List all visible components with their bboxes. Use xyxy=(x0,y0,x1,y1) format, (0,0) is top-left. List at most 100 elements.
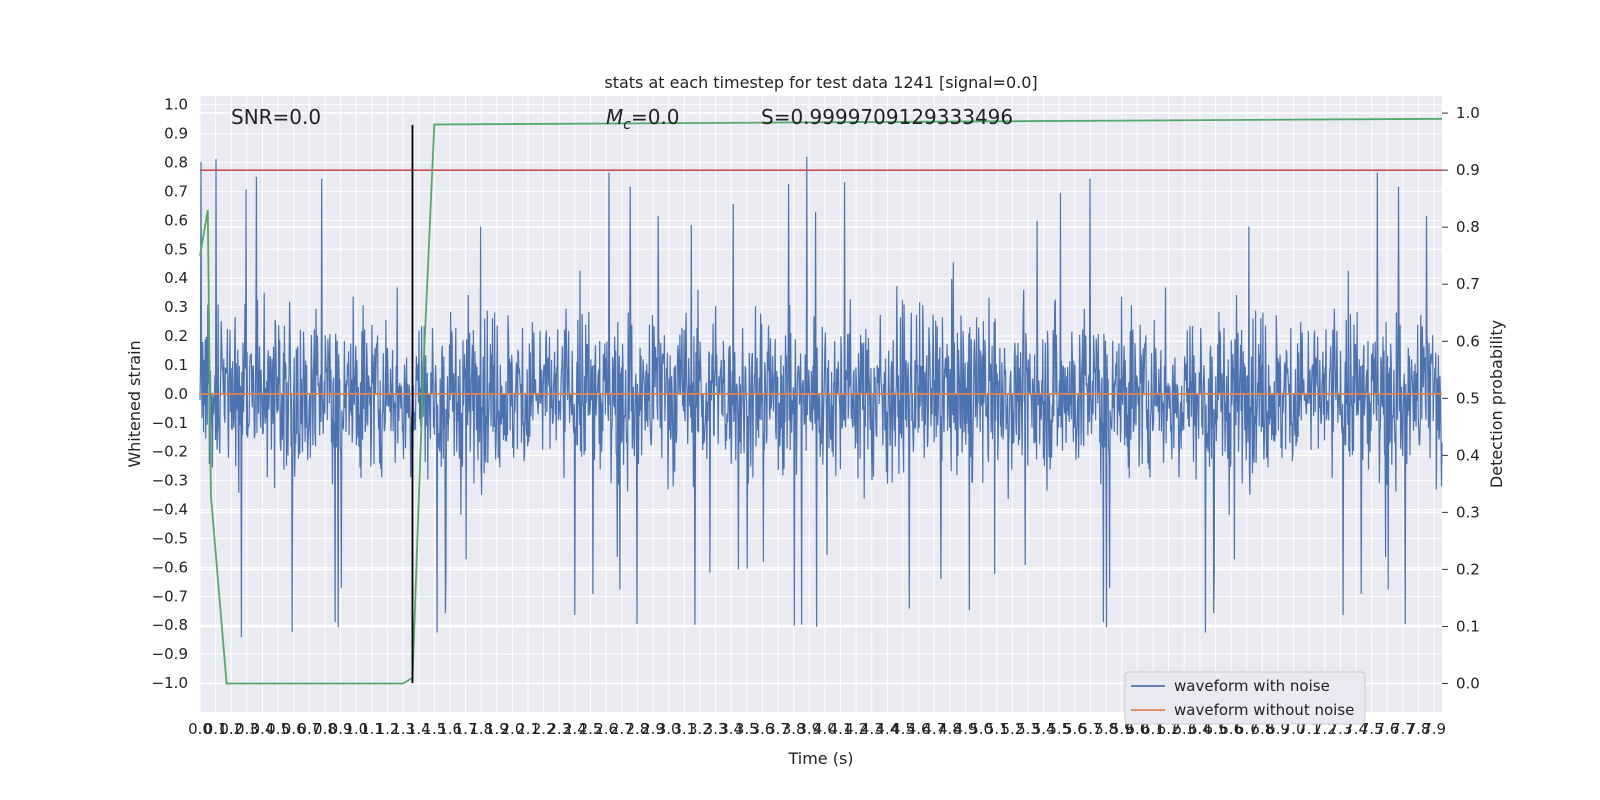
x-tick-label: 5.6 xyxy=(1063,720,1087,738)
x-tick-label: 5.5 xyxy=(1047,720,1071,738)
y-tick-label: 1.0 xyxy=(164,96,188,114)
x-tick-label: 7.6 xyxy=(1375,720,1399,738)
y2-tick-label: 0.1 xyxy=(1456,617,1480,635)
x-tick-label: 2.7 xyxy=(610,720,634,738)
x-tick-label: 5.2 xyxy=(1000,720,1024,738)
x-tick-label: 3.0 xyxy=(657,720,681,738)
x-tick-label: 0.0 xyxy=(188,720,212,738)
x-tick-label: 7.8 xyxy=(1407,720,1431,738)
detection-statistic-annotation: S=0.9999709129333496 xyxy=(761,105,1013,129)
chirp-mass-symbol: M xyxy=(606,105,623,129)
x-tick-label: 2.9 xyxy=(641,720,665,738)
x-axis-label: Time (s) xyxy=(787,749,853,768)
x-tick-label: 0.9 xyxy=(329,720,353,738)
x-tick-label: 4.2 xyxy=(844,720,868,738)
x-tick-label: 1.8 xyxy=(469,720,493,738)
detection-probability-line xyxy=(199,117,1443,685)
x-tick-label: 3.6 xyxy=(750,720,774,738)
x-tick-label: 0.8 xyxy=(313,720,337,738)
x-tick-label: 2.8 xyxy=(626,720,650,738)
x-tick-label: 1.3 xyxy=(391,720,415,738)
x-tick-label: 2.2 xyxy=(532,720,556,738)
y-tick-label: −0.1 xyxy=(152,414,188,432)
x-tick-label: 5.9 xyxy=(1110,720,1134,738)
x-tick-label: 2.3 xyxy=(547,720,571,738)
y2-tick-label: 0.2 xyxy=(1456,560,1480,578)
x-tick-label: 0.1 xyxy=(204,720,228,738)
x-tick-label: 0.7 xyxy=(297,720,321,738)
x-tick-label: 4.9 xyxy=(954,720,978,738)
x-tick-label: 1.7 xyxy=(454,720,478,738)
y2-tick-label: 1.0 xyxy=(1456,104,1480,122)
x-tick-label: 3.3 xyxy=(704,720,728,738)
x-tick-label: 5.3 xyxy=(1016,720,1040,738)
y2-tick-label: 0.3 xyxy=(1456,503,1480,521)
y-tick-label: 0.7 xyxy=(164,182,188,200)
y-tick-label: −0.3 xyxy=(152,472,188,490)
snr-annotation: SNR=0.0 xyxy=(231,105,321,129)
x-tick-label: 1.2 xyxy=(376,720,400,738)
y2-tick-labels: 1.0 0.9 0.8 0.7 0.6 0.5 0.4 0.3 0.2 0.1 0.0 xyxy=(1442,104,1480,692)
x-tick-label: 3.8 xyxy=(782,720,806,738)
y-tick-label: 0.9 xyxy=(164,125,188,143)
x-tick-label: 1.1 xyxy=(360,720,384,738)
y-tick-label: 0.8 xyxy=(164,154,188,172)
x-tick-label: 1.9 xyxy=(485,720,509,738)
y-tick-label: 0.1 xyxy=(164,356,188,374)
y-tick-label: −0.8 xyxy=(152,616,188,634)
x-tick-label: 5.7 xyxy=(1079,720,1103,738)
y-tick-label: −0.6 xyxy=(152,558,188,576)
y-tick-label: 0.0 xyxy=(164,385,188,403)
x-tick-label: 5.1 xyxy=(985,720,1009,738)
x-tick-label: 3.1 xyxy=(672,720,696,738)
legend: waveform with noise waveform without noi… xyxy=(1124,671,1366,725)
y-tick-label: 0.4 xyxy=(164,269,188,287)
x-tick-label: 4.8 xyxy=(938,720,962,738)
legend-box xyxy=(1124,671,1366,725)
x-tick-label: 1.6 xyxy=(438,720,462,738)
x-tick-label: 1.4 xyxy=(407,720,431,738)
y-tick-label: 0.6 xyxy=(164,211,188,229)
y-tick-label: 0.2 xyxy=(164,327,188,345)
x-tick-label: 0.4 xyxy=(251,720,275,738)
x-tick-label: 2.6 xyxy=(594,720,618,738)
y2-tick-label: 0.8 xyxy=(1456,218,1480,236)
y-tick-label: 0.3 xyxy=(164,298,188,316)
x-tick-label: 4.5 xyxy=(891,720,915,738)
x-tick-label: 3.9 xyxy=(797,720,821,738)
x-tick-label: 4.1 xyxy=(829,720,853,738)
x-tick-label: 4.4 xyxy=(875,720,899,738)
y-tick-labels: 1.0 0.9 0.8 0.7 0.6 0.5 0.4 0.3 0.2 0.1 0.0 −0.1 −0.… xyxy=(152,96,188,692)
y2-tick-label: 0.7 xyxy=(1456,275,1480,293)
y-axis-label: Whitened strain xyxy=(125,340,144,467)
y-tick-label: 0.5 xyxy=(164,240,188,258)
legend-label-without-noise: waveform without noise xyxy=(1174,701,1354,719)
x-tick-label: 7.5 xyxy=(1360,720,1384,738)
y-tick-label: −0.2 xyxy=(152,443,188,461)
x-tick-label: 7.9 xyxy=(1422,720,1446,738)
x-tick-label: 0.3 xyxy=(235,720,259,738)
x-tick-label: 1.5 xyxy=(422,720,446,738)
x-tick-label: 4.0 xyxy=(813,720,837,738)
x-tick-label: 4.6 xyxy=(907,720,931,738)
x-tick-label: 2.1 xyxy=(516,720,540,738)
x-tick-label: 4.7 xyxy=(922,720,946,738)
y-tick-label: −0.4 xyxy=(152,501,188,519)
y2-tick-label: 0.9 xyxy=(1456,161,1480,179)
x-tick-label: 2.4 xyxy=(563,720,587,738)
y-tick-label: −0.5 xyxy=(152,529,188,547)
x-tick-label: 5.0 xyxy=(969,720,993,738)
y2-tick-label: 0.5 xyxy=(1456,389,1480,407)
x-tick-label: 5.8 xyxy=(1094,720,1118,738)
x-tick-label: 3.5 xyxy=(735,720,759,738)
y2-tick-label: 0.4 xyxy=(1456,446,1480,464)
y-tick-label: −1.0 xyxy=(152,674,188,692)
chirp-mass-subscript: c xyxy=(623,117,631,133)
series-waveform-with-noise xyxy=(199,156,1443,638)
x-tick-label: 0.2 xyxy=(219,720,243,738)
chirp-mass-value: =0.0 xyxy=(631,105,680,129)
x-tick-label: 4.3 xyxy=(860,720,884,738)
y-tick-label: −0.9 xyxy=(152,645,188,663)
chirp-mass-annotation: Mc=0.0 xyxy=(606,105,680,133)
x-tick-label: 0.6 xyxy=(282,720,306,738)
